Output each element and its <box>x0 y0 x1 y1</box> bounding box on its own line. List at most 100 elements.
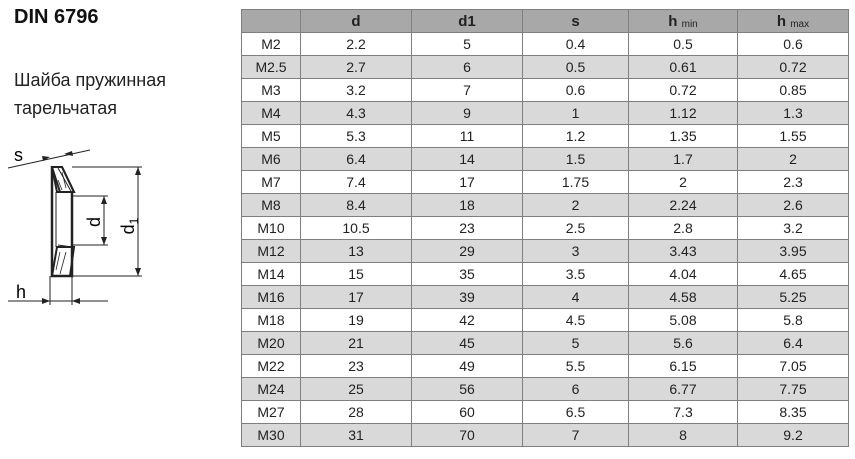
table-header-row: d d1 s h min h max <box>241 9 849 33</box>
column-header: h max <box>737 9 849 33</box>
table-row: M4 4.3 9 1 1.12 1.3 <box>241 101 849 125</box>
table-cell: 60 <box>411 400 523 424</box>
table-row: M2 2.2 5 0.4 0.5 0.6 <box>241 32 849 56</box>
table-cell: 6.5 <box>522 400 629 424</box>
table-cell: 2.24 <box>628 193 738 217</box>
table-cell: 5 <box>411 32 523 56</box>
table-cell: 1.12 <box>628 101 738 125</box>
header-label: d1 <box>458 12 476 30</box>
table-cell: 5 <box>522 331 629 355</box>
table-cell: 4.65 <box>737 262 849 286</box>
table-row: M30 31 70 7 8 9.2 <box>241 423 849 447</box>
table-row: M12 13 29 3 3.43 3.95 <box>241 239 849 263</box>
table-row: M27 28 60 6.5 7.3 8.35 <box>241 400 849 424</box>
table-cell: 70 <box>411 423 523 447</box>
table-cell: 1 <box>522 101 629 125</box>
table-cell: 5.5 <box>522 354 629 378</box>
table-cell: M24 <box>241 377 301 401</box>
header-subscript: max <box>790 18 810 30</box>
table-cell: 4.04 <box>628 262 738 286</box>
table-cell: 2 <box>522 193 629 217</box>
table-cell: M22 <box>241 354 301 378</box>
table-cell: 7.05 <box>737 354 849 378</box>
table-cell: 1.5 <box>522 147 629 171</box>
table-cell: M14 <box>241 262 301 286</box>
table-cell: 11 <box>411 124 523 148</box>
table-cell: 2.2 <box>300 32 412 56</box>
table-cell: M12 <box>241 239 301 263</box>
table-cell: 23 <box>411 216 523 240</box>
table-cell: 39 <box>411 285 523 309</box>
table-cell: 0.4 <box>522 32 629 56</box>
table-cell: 5.3 <box>300 124 412 148</box>
table-cell: 28 <box>300 400 412 424</box>
table-cell: 2.6 <box>737 193 849 217</box>
column-header: d1 <box>411 9 523 33</box>
table-cell: 4.58 <box>628 285 738 309</box>
table-cell: 0.61 <box>628 55 738 79</box>
table-cell: 1.35 <box>628 124 738 148</box>
table-row: M16 17 39 4 4.58 5.25 <box>241 285 849 309</box>
header-label: h <box>776 12 787 30</box>
table-cell: 5.08 <box>628 308 738 332</box>
table-cell: 15 <box>300 262 412 286</box>
table-cell: 1.7 <box>628 147 738 171</box>
table-cell: 42 <box>411 308 523 332</box>
table-cell: 6.4 <box>300 147 412 171</box>
table-row: M7 7.4 17 1.75 2 2.3 <box>241 170 849 194</box>
label-h: h <box>16 282 26 302</box>
table-cell: 3 <box>522 239 629 263</box>
table-cell: 7.4 <box>300 170 412 194</box>
table-cell: 1.2 <box>522 124 629 148</box>
table-cell: 21 <box>300 331 412 355</box>
table-cell: M4 <box>241 101 301 125</box>
table-cell: 5.25 <box>737 285 849 309</box>
table-cell: M5 <box>241 124 301 148</box>
table-cell: 0.6 <box>737 32 849 56</box>
table-cell: 8.4 <box>300 193 412 217</box>
table-cell: 13 <box>300 239 412 263</box>
table-cell: M30 <box>241 423 301 447</box>
table-cell: 56 <box>411 377 523 401</box>
table-cell: 4.5 <box>522 308 629 332</box>
table-cell: 2.5 <box>522 216 629 240</box>
page-title: DIN 6796 <box>14 6 99 28</box>
table-cell: 0.5 <box>522 55 629 79</box>
table-cell: 0.6 <box>522 78 629 102</box>
table-cell: M7 <box>241 170 301 194</box>
table-row: M10 10.5 23 2.5 2.8 3.2 <box>241 216 849 240</box>
table-cell: 3.2 <box>300 78 412 102</box>
header-label: d <box>351 12 361 30</box>
table-cell: M16 <box>241 285 301 309</box>
table-cell: 25 <box>300 377 412 401</box>
dimensions-table: d d1 s h min h max M2 2.2 5 0.4 0.5 0.6 M2.5 2.7… <box>241 9 849 447</box>
table-cell: M2 <box>241 32 301 56</box>
table-cell: 8 <box>628 423 738 447</box>
table-cell: 6 <box>411 55 523 79</box>
table-cell: 2.8 <box>628 216 738 240</box>
table-cell: M2.5 <box>241 55 301 79</box>
table-row: M3 3.2 7 0.6 0.72 0.85 <box>241 78 849 102</box>
table-cell: 45 <box>411 331 523 355</box>
table-cell: M6 <box>241 147 301 171</box>
table-cell: 35 <box>411 262 523 286</box>
table-row: M14 15 35 3.5 4.04 4.65 <box>241 262 849 286</box>
subtitle: Шайба пружинная тарельчатая <box>14 70 166 118</box>
header-label: h <box>668 12 678 30</box>
table-cell: 7 <box>522 423 629 447</box>
table-cell: M10 <box>241 216 301 240</box>
label-d1: d1 <box>118 217 141 234</box>
table-cell: 8.35 <box>737 400 849 424</box>
table-cell: 3.5 <box>522 262 629 286</box>
table-row: M22 23 49 5.5 6.15 7.05 <box>241 354 849 378</box>
table-row: M5 5.3 11 1.2 1.35 1.55 <box>241 124 849 148</box>
table-cell: 1.55 <box>737 124 849 148</box>
table-cell: 31 <box>300 423 412 447</box>
washer-diagram: s h d d1 <box>7 145 142 305</box>
table-cell: 5.6 <box>628 331 738 355</box>
table-cell: 49 <box>411 354 523 378</box>
table-cell: 6 <box>522 377 629 401</box>
table-cell: 3.2 <box>737 216 849 240</box>
table-row: M24 25 56 6 6.77 7.75 <box>241 377 849 401</box>
table-cell: 6.77 <box>628 377 738 401</box>
